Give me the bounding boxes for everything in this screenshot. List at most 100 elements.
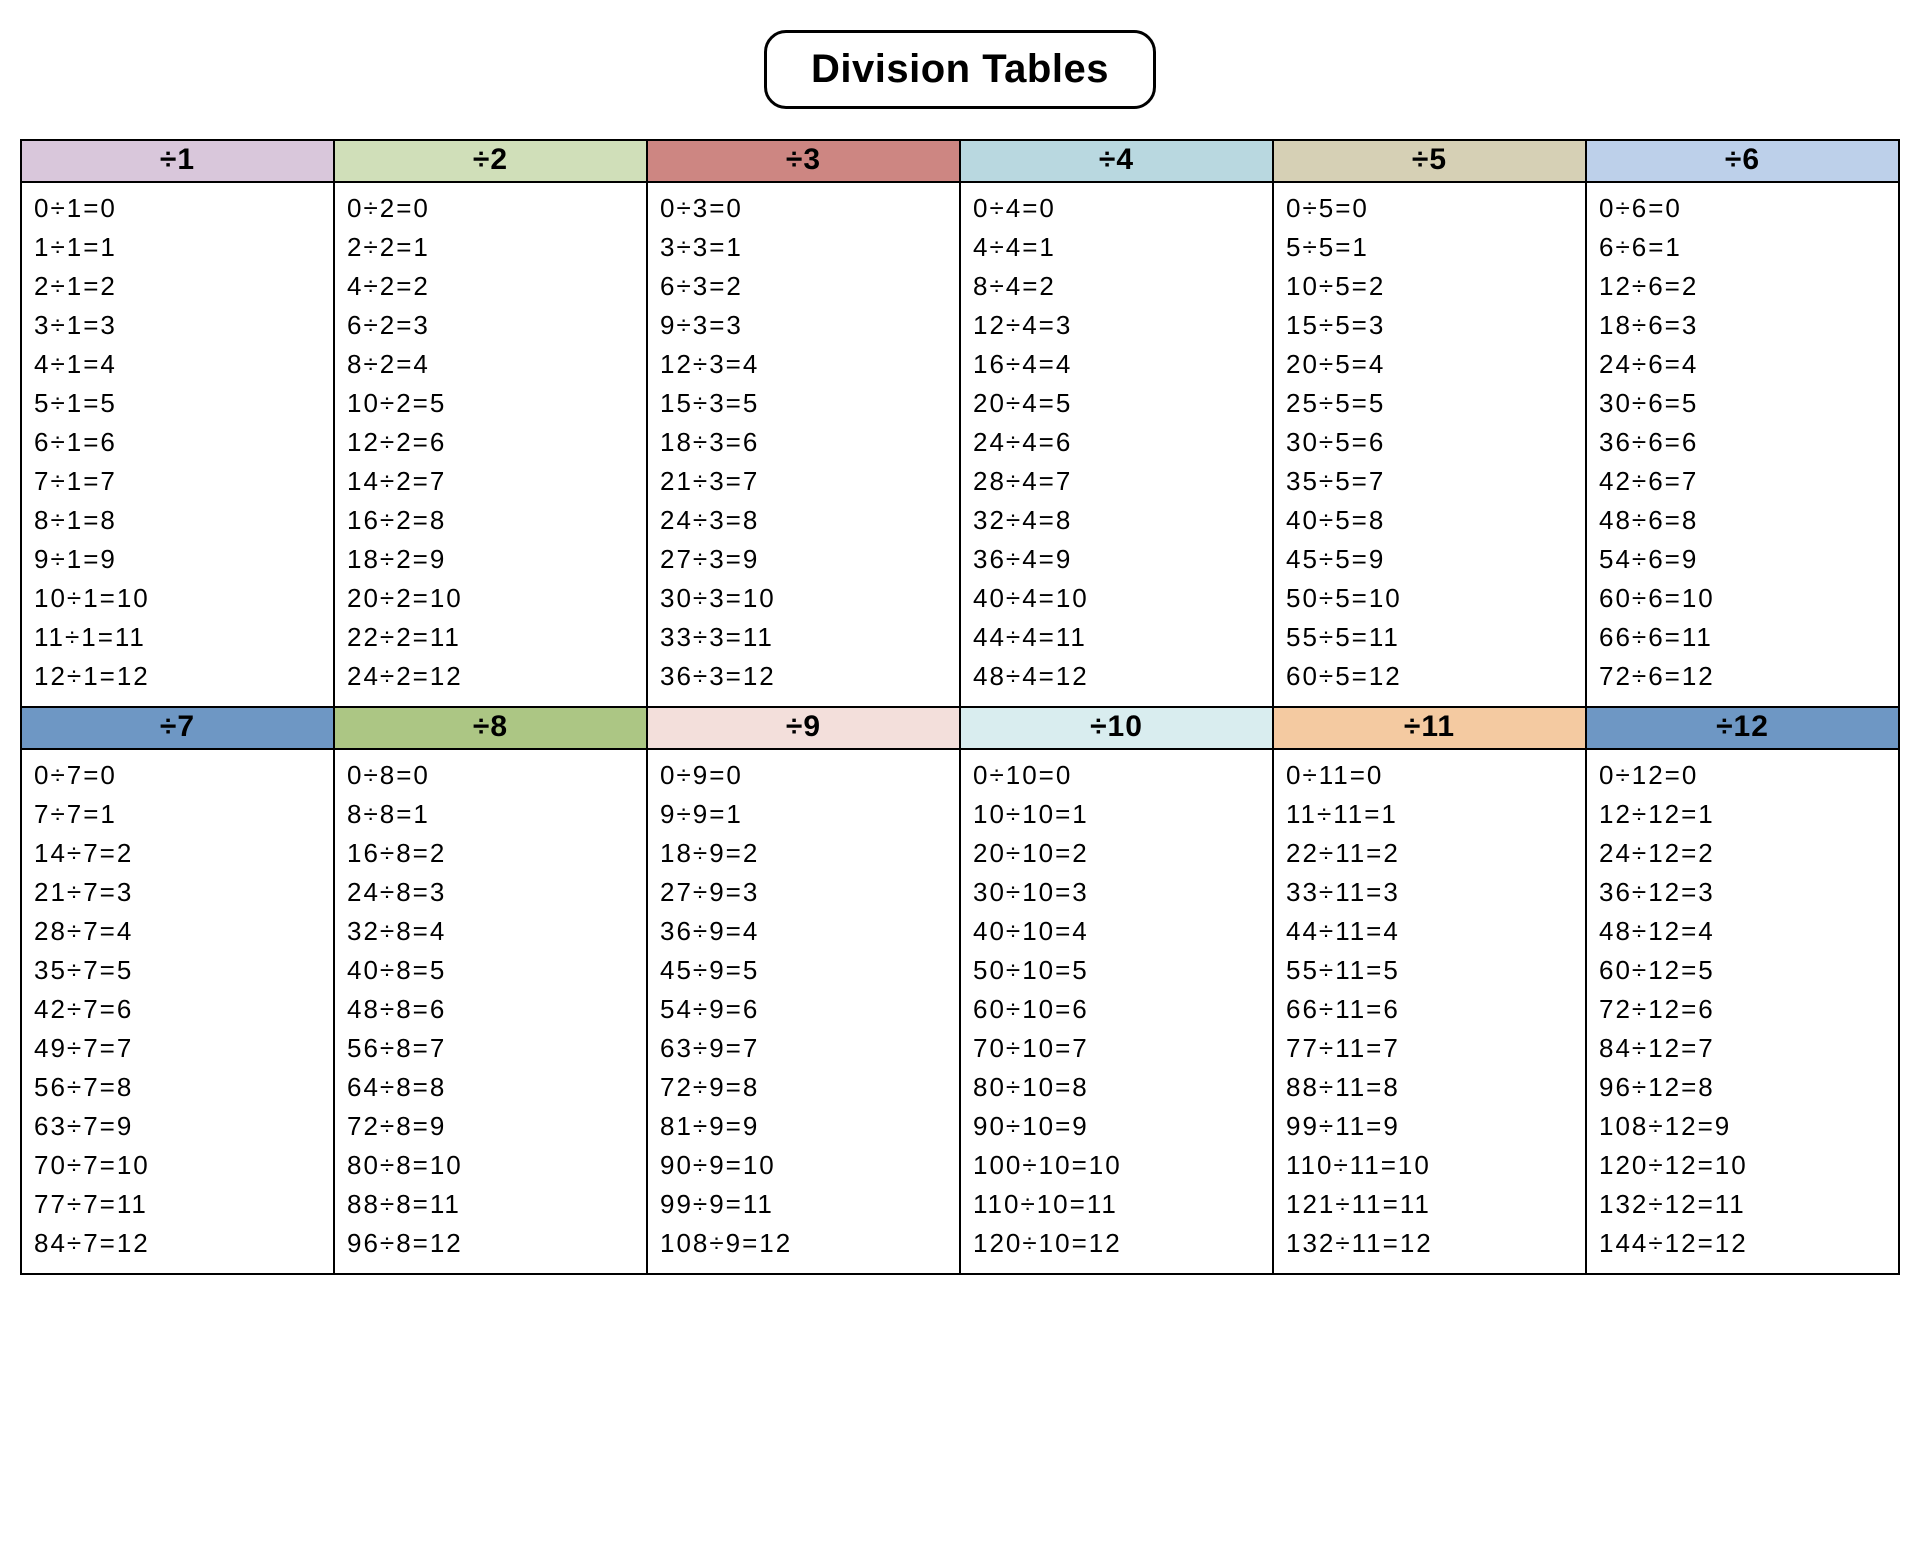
- equation-row: 28÷7=4: [34, 912, 325, 951]
- equation-row: 0÷7=0: [34, 756, 325, 795]
- column-body-9: 0÷9=09÷9=118÷9=227÷9=336÷9=445÷9=554÷9=6…: [647, 749, 960, 1274]
- equation-row: 0÷5=0: [1286, 189, 1577, 228]
- equation-row: 24÷6=4: [1599, 345, 1890, 384]
- equation-row: 72÷9=8: [660, 1068, 951, 1107]
- equation-row: 24÷3=8: [660, 501, 951, 540]
- equation-row: 48÷8=6: [347, 990, 638, 1029]
- equation-row: 110÷11=10: [1286, 1146, 1577, 1185]
- equation-row: 60÷12=5: [1599, 951, 1890, 990]
- equation-row: 8÷1=8: [34, 501, 325, 540]
- equation-row: 77÷7=11: [34, 1185, 325, 1224]
- equation-row: 80÷10=8: [973, 1068, 1264, 1107]
- equation-row: 0÷4=0: [973, 189, 1264, 228]
- equation-row: 84÷12=7: [1599, 1029, 1890, 1068]
- equation-row: 36÷4=9: [973, 540, 1264, 579]
- equation-row: 0÷3=0: [660, 189, 951, 228]
- equation-row: 63÷7=9: [34, 1107, 325, 1146]
- equation-row: 8÷2=4: [347, 345, 638, 384]
- equation-row: 36÷9=4: [660, 912, 951, 951]
- equation-row: 70÷7=10: [34, 1146, 325, 1185]
- equation-row: 18÷3=6: [660, 423, 951, 462]
- equation-row: 4÷4=1: [973, 228, 1264, 267]
- equation-row: 9÷3=3: [660, 306, 951, 345]
- equation-row: 66÷11=6: [1286, 990, 1577, 1029]
- equation-row: 55÷11=5: [1286, 951, 1577, 990]
- equation-row: 100÷10=10: [973, 1146, 1264, 1185]
- equation-row: 33÷3=11: [660, 618, 951, 657]
- equation-row: 24÷2=12: [347, 657, 638, 696]
- page-title: Division Tables: [764, 30, 1156, 109]
- column-header-8: ÷8: [334, 707, 647, 749]
- equation-row: 132÷11=12: [1286, 1224, 1577, 1263]
- equation-row: 49÷7=7: [34, 1029, 325, 1068]
- equation-row: 14÷2=7: [347, 462, 638, 501]
- equation-row: 40÷4=10: [973, 579, 1264, 618]
- equation-row: 18÷2=9: [347, 540, 638, 579]
- equation-row: 21÷3=7: [660, 462, 951, 501]
- equation-row: 10÷5=2: [1286, 267, 1577, 306]
- equation-row: 56÷7=8: [34, 1068, 325, 1107]
- equation-row: 10÷10=1: [973, 795, 1264, 834]
- column-header-12: ÷12: [1586, 707, 1899, 749]
- equation-row: 88÷8=11: [347, 1185, 638, 1224]
- equation-row: 28÷4=7: [973, 462, 1264, 501]
- equation-row: 63÷9=7: [660, 1029, 951, 1068]
- column-header-4: ÷4: [960, 140, 1273, 182]
- equation-row: 50÷10=5: [973, 951, 1264, 990]
- equation-row: 0÷12=0: [1599, 756, 1890, 795]
- equation-row: 11÷11=1: [1286, 795, 1577, 834]
- equation-row: 12÷3=4: [660, 345, 951, 384]
- equation-row: 4÷1=4: [34, 345, 325, 384]
- equation-row: 24÷4=6: [973, 423, 1264, 462]
- column-body-4: 0÷4=04÷4=18÷4=212÷4=316÷4=420÷4=524÷4=62…: [960, 182, 1273, 707]
- column-header-3: ÷3: [647, 140, 960, 182]
- equation-row: 30÷5=6: [1286, 423, 1577, 462]
- equation-row: 12÷4=3: [973, 306, 1264, 345]
- equation-row: 90÷10=9: [973, 1107, 1264, 1146]
- equation-row: 48÷6=8: [1599, 501, 1890, 540]
- column-header-5: ÷5: [1273, 140, 1586, 182]
- equation-row: 56÷8=7: [347, 1029, 638, 1068]
- equation-row: 12÷1=12: [34, 657, 325, 696]
- column-body-1: 0÷1=01÷1=12÷1=23÷1=34÷1=45÷1=56÷1=67÷1=7…: [21, 182, 334, 707]
- equation-row: 108÷12=9: [1599, 1107, 1890, 1146]
- equation-row: 18÷9=2: [660, 834, 951, 873]
- equation-row: 40÷8=5: [347, 951, 638, 990]
- equation-row: 20÷4=5: [973, 384, 1264, 423]
- equation-row: 42÷7=6: [34, 990, 325, 1029]
- equation-row: 36÷3=12: [660, 657, 951, 696]
- equation-row: 45÷9=5: [660, 951, 951, 990]
- equation-row: 0÷11=0: [1286, 756, 1577, 795]
- equation-row: 48÷12=4: [1599, 912, 1890, 951]
- equation-row: 3÷1=3: [34, 306, 325, 345]
- equation-row: 1÷1=1: [34, 228, 325, 267]
- equation-row: 5÷1=5: [34, 384, 325, 423]
- equation-row: 35÷7=5: [34, 951, 325, 990]
- equation-row: 88÷11=8: [1286, 1068, 1577, 1107]
- equation-row: 44÷4=11: [973, 618, 1264, 657]
- equation-row: 16÷2=8: [347, 501, 638, 540]
- column-body-11: 0÷11=011÷11=122÷11=233÷11=344÷11=455÷11=…: [1273, 749, 1586, 1274]
- equation-row: 8÷4=2: [973, 267, 1264, 306]
- equation-row: 30÷3=10: [660, 579, 951, 618]
- equation-row: 24÷12=2: [1599, 834, 1890, 873]
- equation-row: 120÷12=10: [1599, 1146, 1890, 1185]
- equation-row: 40÷5=8: [1286, 501, 1577, 540]
- division-tables-grid: ÷1÷2÷3÷4÷5÷60÷1=01÷1=12÷1=23÷1=34÷1=45÷1…: [20, 139, 1900, 1275]
- equation-row: 20÷5=4: [1286, 345, 1577, 384]
- equation-row: 21÷7=3: [34, 873, 325, 912]
- equation-row: 9÷9=1: [660, 795, 951, 834]
- equation-row: 72÷12=6: [1599, 990, 1890, 1029]
- equation-row: 48÷4=12: [973, 657, 1264, 696]
- equation-row: 30÷10=3: [973, 873, 1264, 912]
- equation-row: 36÷6=6: [1599, 423, 1890, 462]
- equation-row: 60÷10=6: [973, 990, 1264, 1029]
- equation-row: 0÷8=0: [347, 756, 638, 795]
- equation-row: 96÷12=8: [1599, 1068, 1890, 1107]
- equation-row: 45÷5=9: [1286, 540, 1577, 579]
- equation-row: 44÷11=4: [1286, 912, 1577, 951]
- equation-row: 121÷11=11: [1286, 1185, 1577, 1224]
- equation-row: 32÷4=8: [973, 501, 1264, 540]
- equation-row: 12÷12=1: [1599, 795, 1890, 834]
- equation-row: 6÷3=2: [660, 267, 951, 306]
